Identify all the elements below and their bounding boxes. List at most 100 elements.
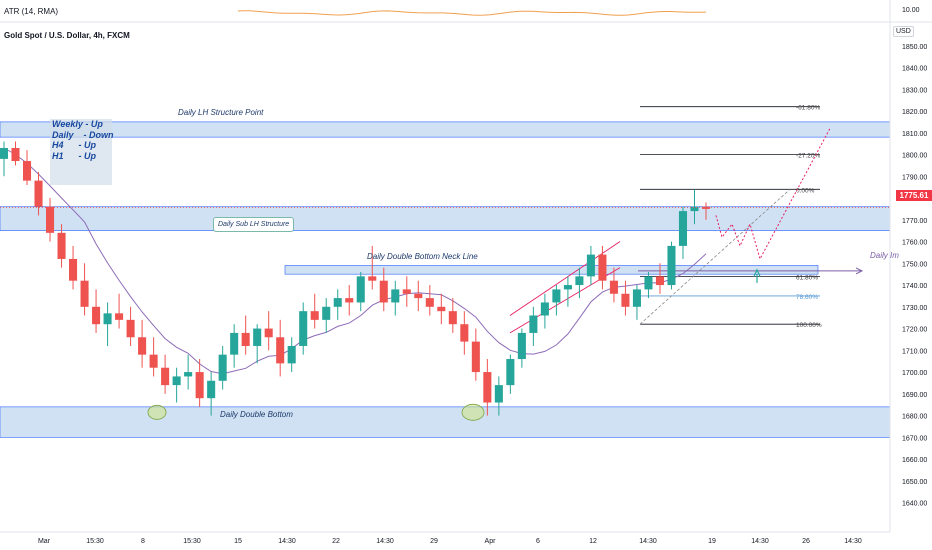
candle-body [195,372,204,399]
price-tick-label: 1700.00 [902,370,927,377]
candle-body [414,293,423,299]
time-axis[interactable]: Mar 15:30 8 15:30 15 14:30 22 14:30 29 Apr 6 12 14:3… [0,531,890,545]
candle-body [609,280,618,294]
candle-body [483,372,492,403]
currency-badge[interactable]: USD [893,26,914,37]
up-arrow-icon [753,268,761,283]
candle-body [322,306,331,320]
candle-body [575,276,584,286]
price-tick-label: 1660.00 [902,457,927,464]
sr-zone [0,121,891,138]
price-tick-label: 1790.00 [902,174,927,181]
price-tick-label: 1650.00 [902,479,927,486]
candle-body [356,276,365,303]
time-tick-label: 14:30 [844,538,862,545]
moving-average-line [3,147,707,375]
candle-body [253,328,262,346]
candle-body [299,311,308,346]
candle-body [115,313,124,320]
price-tick-label: 1740.00 [902,283,927,290]
candle-body [379,280,388,303]
candle-body [632,289,641,307]
bias-weekly: Weekly - Up [52,119,103,129]
double-bottom-label: Daily Double Bottom [220,410,293,419]
double-bottom-markers [147,403,485,421]
candle-body [11,148,20,162]
candle-body [690,206,699,212]
price-tick-label: 1640.00 [902,501,927,508]
candle-body [46,206,55,233]
time-tick-label: 14:30 [278,538,296,545]
candle-body [34,180,43,207]
candle-body [126,319,135,338]
fib-level-label: 0.00% [796,187,815,194]
bias-daily: Daily - Down [52,129,114,140]
price-tick-label: 1800.00 [902,153,927,160]
candle-body [207,380,216,399]
price-tick-label: 1710.00 [902,348,927,355]
price-tick-label: 1840.00 [902,66,927,73]
price-tick-label: 1760.00 [902,240,927,247]
candle-body [448,311,457,325]
price-tick-label: 1670.00 [902,435,927,442]
candle-body [345,298,354,303]
time-tick-label: 12 [589,538,597,545]
candle-body [598,254,607,281]
candle-body [184,372,193,377]
bottom-marker-left [147,404,167,420]
candle-body [172,376,181,386]
fib-level-label: 100.00% [796,322,822,329]
sr-zone [0,406,891,438]
candle-body [506,359,515,386]
time-tick-label: 15:30 [183,538,201,545]
candle-body [540,302,549,316]
symbol-title[interactable]: Gold Spot / U.S. Dollar, 4h, FXCM [4,31,130,40]
candle-body [230,332,239,355]
atr-line [237,10,707,16]
candle-body [563,285,572,290]
projection-layer [715,128,831,283]
candle-body [552,289,561,303]
sr-zone [0,206,891,231]
current-price-tag: 1775.61 [896,190,932,201]
time-tick-label: 15:30 [86,538,104,545]
time-tick-label: 22 [332,538,340,545]
candle-body [402,289,411,294]
bottom-marker-right [461,403,485,421]
candle-body [667,245,676,286]
daily-im-arrow-icon [855,267,864,275]
price-tick-label: 1850.00 [902,44,927,51]
candle-body [333,298,342,307]
candle-body [161,367,170,386]
candle-body [103,313,112,325]
candle-body [241,332,250,346]
candle-body [586,254,595,277]
time-tick-label: 8 [141,538,145,545]
atr-indicator-label[interactable]: ATR (14, RMA) [4,7,59,16]
candle-body [460,324,469,342]
candle-body [264,328,273,338]
candle-body [310,311,319,320]
candle-body [218,354,227,381]
price-tick-label: 1820.00 [902,109,927,116]
bias-h4: H4 - Up [52,140,97,150]
fib-level-label: -61.80% [796,105,820,112]
fib-level-label: -27.20% [796,153,820,160]
price-axis[interactable]: 1850.00 1840.00 1830.00 1820.00 1810.00 1800.… [889,0,927,532]
price-tick-label: 1830.00 [902,87,927,94]
price-tick-label: 1680.00 [902,414,927,421]
candle-body [69,258,78,281]
sr-zone [284,265,819,275]
atr-axis-tick: 10.00 [902,7,920,14]
fib-level-label: 61.80% [796,274,818,281]
candle-body [80,280,89,307]
lh-structure-label: Daily LH Structure Point [178,108,264,117]
channel-upper-line [509,241,621,316]
time-tick-label: 14:30 [751,538,769,545]
daily-im-label: Daily Im [870,251,899,260]
candle-body [368,276,377,281]
time-tick-label: 15 [234,538,242,545]
time-tick-label: Apr [485,538,497,545]
time-tick-label: 14:30 [376,538,394,545]
